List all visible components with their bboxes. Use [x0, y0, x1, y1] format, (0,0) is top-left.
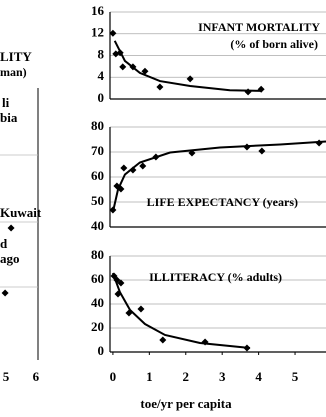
trend-line: [111, 272, 250, 350]
y-tick-label: 80: [91, 118, 104, 133]
point: [152, 153, 160, 161]
point: [1, 289, 9, 297]
point: [186, 75, 194, 83]
point: [244, 88, 252, 96]
point: [109, 206, 117, 214]
x-axis-label: toe/yr per capita: [140, 396, 232, 411]
y-tick-label: 4: [98, 68, 105, 83]
annotation: Kuwait: [0, 205, 42, 220]
point: [7, 224, 15, 232]
x-tick-label: 2: [183, 369, 190, 384]
x-tick-label: 4: [255, 369, 262, 384]
x-tick-label: 6: [33, 369, 40, 384]
annotation: ago: [0, 251, 20, 266]
trend-line: [113, 40, 262, 92]
x-tick-label: 3: [219, 369, 226, 384]
chart-title: ILLITERACY (% adults): [149, 270, 282, 284]
y-tick-label: 12: [91, 25, 104, 40]
point: [116, 49, 124, 57]
point: [243, 344, 251, 352]
point: [120, 164, 128, 172]
chart-title: LITY: [0, 49, 32, 64]
chart-subtitle: man): [0, 65, 27, 79]
y-tick-label: 16: [91, 3, 105, 18]
point: [137, 305, 145, 313]
y-tick-label: 20: [91, 319, 104, 334]
y-tick-label: 8: [98, 46, 105, 61]
y-tick-label: 0: [98, 343, 105, 358]
y-tick-label: 70: [91, 143, 104, 158]
point: [109, 29, 117, 37]
point: [129, 166, 137, 174]
y-tick-label: 80: [91, 247, 104, 262]
y-tick-label: 40: [91, 218, 104, 233]
y-tick-label: 0: [98, 90, 105, 105]
point: [258, 147, 266, 155]
chart-title: INFANT MORTALITY: [198, 20, 320, 34]
point: [201, 338, 209, 346]
y-tick-label: 60: [91, 271, 104, 286]
point: [117, 279, 125, 287]
x-tick-label: 5: [292, 369, 299, 384]
point: [156, 83, 164, 91]
annotation: d: [0, 236, 8, 251]
annotation: li: [2, 95, 10, 110]
point: [139, 162, 147, 170]
point: [119, 63, 127, 71]
chart-title: LIFE EXPECTANCY (years): [147, 195, 298, 209]
point: [315, 139, 323, 147]
x-tick-label: 1: [146, 369, 153, 384]
point: [257, 85, 265, 93]
point: [113, 276, 121, 284]
point: [141, 67, 149, 75]
y-tick-label: 50: [91, 193, 104, 208]
point: [114, 290, 122, 298]
point: [129, 63, 137, 71]
point: [188, 149, 196, 157]
point: [125, 309, 133, 317]
point: [117, 185, 125, 193]
x-tick-label: 0: [110, 369, 117, 384]
point: [113, 182, 121, 190]
y-tick-label: 40: [91, 295, 104, 310]
point: [159, 336, 167, 344]
point: [243, 143, 251, 151]
chart-subtitle: (% of born alive): [230, 37, 318, 51]
y-tick-label: 60: [91, 168, 104, 183]
x-tick-label: 5: [3, 369, 10, 384]
annotation: bia: [0, 110, 18, 125]
